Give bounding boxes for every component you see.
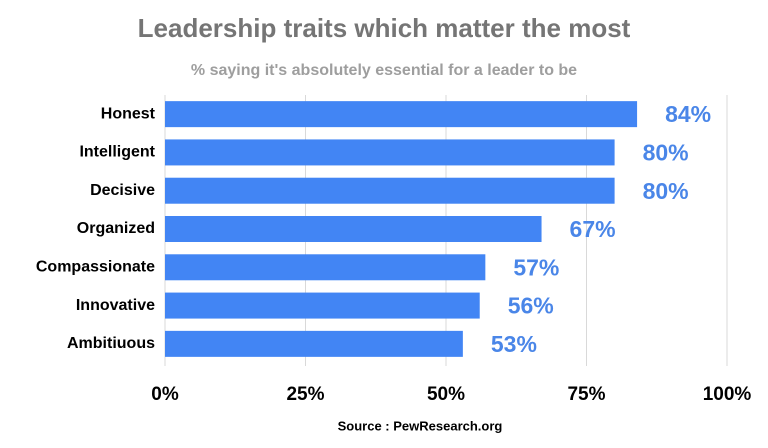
data-label: 57%: [513, 254, 559, 280]
y-tick-label: Innovative: [76, 297, 155, 314]
bar: [165, 101, 638, 128]
y-tick-label: Ambitiuous: [67, 335, 155, 352]
y-tick-label: Decisive: [90, 182, 155, 199]
chart-title: Leadership traits which matter the most: [138, 13, 631, 43]
bar: [165, 177, 615, 204]
data-label: 67%: [570, 216, 616, 242]
x-tick-label: 75%: [567, 384, 605, 405]
x-tick-label: 0%: [151, 384, 179, 405]
data-label: 80%: [643, 178, 689, 204]
x-tick-label: 50%: [427, 384, 465, 405]
x-tick-label: 25%: [286, 384, 324, 405]
y-tick-label: Intelligent: [79, 144, 155, 161]
bar: [165, 254, 486, 281]
y-tick-label: Organized: [77, 220, 155, 237]
chart-subtitle: % saying it's absolutely essential for a…: [191, 62, 577, 79]
source-note: Source : PewResearch.org: [338, 418, 503, 433]
x-tick-label: 100%: [703, 384, 752, 405]
data-label: 56%: [508, 293, 554, 319]
data-label: 84%: [665, 101, 711, 127]
data-label: 53%: [491, 331, 537, 357]
bar: [165, 330, 463, 357]
y-tick-label: Compassionate: [36, 259, 155, 276]
bar: [165, 216, 542, 242]
bar: [165, 292, 480, 319]
bar: [165, 139, 615, 166]
data-label: 80%: [643, 140, 689, 166]
y-tick-label: Honest: [101, 105, 156, 122]
